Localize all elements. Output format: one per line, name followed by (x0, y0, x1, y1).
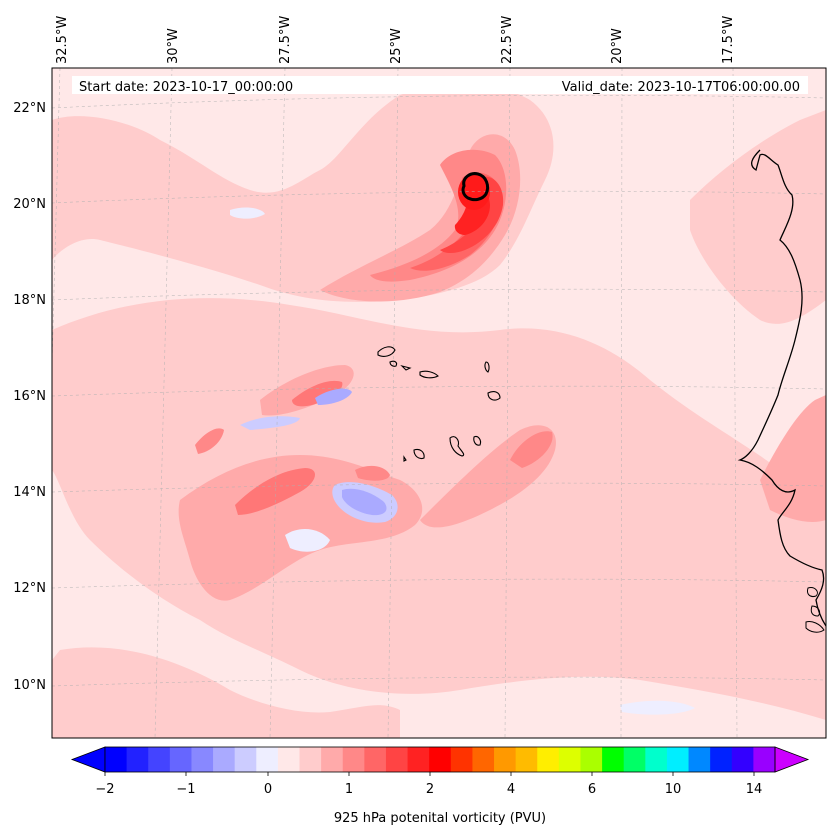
colorbar-swatch (299, 747, 322, 772)
pv-negative-blob-6 (620, 700, 695, 715)
colorbar-swatch (515, 747, 538, 772)
map-panel (52, 68, 826, 738)
colorbar-swatch (753, 747, 776, 772)
colorbar-swatch (429, 747, 452, 772)
lat-label: 12°N (13, 581, 46, 596)
colorbar-swatch (234, 747, 257, 772)
colorbar-swatch (169, 747, 192, 772)
colorbar-tick-label: 4 (507, 782, 515, 797)
colorbar-extend-max (774, 746, 810, 773)
colorbar-tick-label: 10 (665, 782, 682, 797)
colorbar-swatch (666, 747, 690, 772)
colorbar-swatch (688, 747, 711, 772)
colorbar (70, 746, 810, 776)
colorbar-swatch (277, 747, 301, 772)
colorbar-tick-label: −1 (176, 782, 195, 797)
pv-negative-blob-4 (315, 388, 352, 405)
pv-contour-coast-strip (760, 395, 826, 522)
map-gridlines (52, 68, 826, 738)
pv-negative-blob-2 (342, 488, 387, 516)
colorbar-swatch (710, 747, 733, 772)
lat-label: 10°N (13, 678, 46, 693)
guinea-bissau-coast (805, 587, 825, 633)
lon-label: 22.5°W (500, 16, 515, 64)
colorbar-swatch (105, 747, 128, 772)
colorbar-swatch (148, 747, 171, 772)
colorbar-swatch (191, 747, 214, 772)
pv-streak-red-4 (510, 431, 553, 468)
colorbar-swatch (126, 747, 149, 772)
map-frame (51, 67, 827, 739)
pv-streak-red-3 (355, 465, 390, 481)
vortex-center-contour (461, 172, 490, 202)
colorbar-swatch (494, 747, 517, 772)
colorbar-ticks: −2 −1 0 1 2 4 6 10 14 (95, 782, 762, 797)
colorbar-tick-label: 1 (345, 782, 353, 797)
start-date-label: Start date: 2023-10-17_00:00:00 (79, 80, 293, 95)
colorbar-swatch (580, 747, 603, 772)
pv-vortex-max (458, 174, 490, 210)
colorbar-swatch (537, 747, 560, 772)
colorbar-extend-min (70, 746, 106, 773)
lat-label: 14°N (13, 485, 46, 500)
colorbar-tick-label: 6 (588, 782, 596, 797)
lon-label: 17.5°W (721, 16, 736, 64)
colorbar-swatch (342, 747, 365, 772)
colorbar-swatch (645, 747, 668, 772)
colorbar-swatch (731, 747, 754, 772)
colorbar-tick-label: 14 (746, 782, 763, 797)
pv-negative-blob-7 (230, 207, 265, 219)
colorbar-swatch (558, 747, 581, 772)
pv-contour-east-band (690, 110, 826, 324)
lat-label: 18°N (13, 293, 46, 308)
colorbar-swatch (407, 747, 430, 772)
pv-negative-blob-5 (285, 528, 330, 552)
latitude-labels: 22°N 20°N 18°N 16°N 14°N 12°N 10°N (13, 101, 46, 693)
lon-label: 27.5°W (278, 16, 293, 64)
lon-label: 20°W (610, 28, 625, 64)
colorbar-swatch (364, 747, 387, 772)
colorbar-swatch (602, 747, 625, 772)
colorbar-tick-label: 0 (264, 782, 272, 797)
african-coastline (737, 149, 826, 627)
colorbar-swatch (213, 747, 236, 772)
pv-negative-blob-3 (240, 416, 300, 430)
colorbar-swatch (472, 747, 495, 772)
colorbar-swatch (623, 747, 646, 772)
date-header-box (72, 76, 808, 94)
colorbar-tick-label: −2 (95, 782, 114, 797)
lat-label: 22°N (13, 101, 46, 116)
colorbar-swatch (321, 747, 344, 772)
pv-streak-red-2 (292, 380, 343, 407)
colorbar-frame (104, 746, 776, 773)
lat-label: 20°N (13, 197, 46, 212)
cape-verde-islands (377, 346, 501, 462)
longitude-labels: 32.5°W 30°W 27.5°W 25°W 22.5°W 20°W 17.5… (55, 16, 736, 64)
colorbar-tick-label: 2 (426, 782, 434, 797)
pv-streak-red-1 (235, 468, 316, 515)
colorbar-title: 925 hPa potenital vorticity (PVU) (334, 811, 546, 826)
lon-label: 32.5°W (55, 16, 70, 64)
lon-label: 30°W (166, 28, 181, 64)
colorbar-swatch (256, 747, 279, 772)
lat-label: 16°N (13, 389, 46, 404)
colorbar-swatch (450, 747, 473, 772)
colorbar-swatch (385, 747, 409, 772)
valid-date-label: Valid_date: 2023-10-17T06:00:00.00 (562, 80, 800, 95)
pv-contour-south-blob (52, 647, 400, 738)
lon-label: 25°W (389, 28, 404, 64)
pv-streak-red-5 (195, 428, 224, 454)
